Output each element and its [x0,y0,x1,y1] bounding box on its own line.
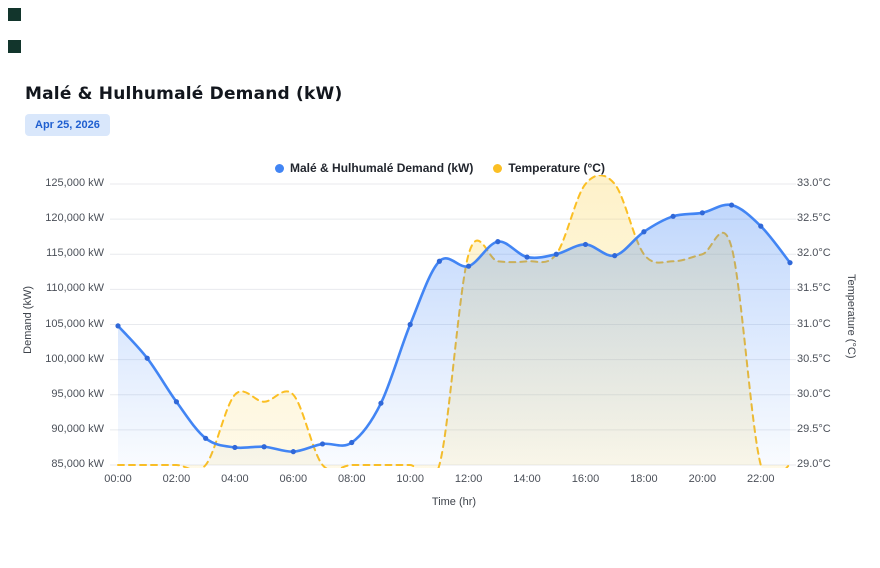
demand-point[interactable] [728,202,735,208]
x-axis-tick-label: 08:00 [337,473,366,485]
demand-point[interactable] [436,258,442,264]
x-axis-tick-label: 14:00 [513,473,541,485]
demand-point[interactable] [495,239,501,245]
demand-point[interactable] [553,251,559,257]
demand-point[interactable] [349,439,355,446]
x-axis-tick-label: 06:00 [279,473,308,485]
x-axis-tick-label: 16:00 [571,473,600,485]
demand-point[interactable] [203,435,209,441]
y-axis-right-tick-label: 31.5°C [797,282,831,295]
demand-point[interactable] [232,444,238,451]
legend-label: Malé & Hulhumalé Demand (kW) [290,161,474,175]
demand-point[interactable] [699,210,705,216]
demand-point[interactable] [758,223,764,229]
y-axis-left-tick-label: 85,000 kW [51,458,104,470]
x-axis-title: Time (hr) [431,496,477,508]
date-badge[interactable]: Apr 25, 2026 [25,114,110,136]
demand-point[interactable] [319,441,326,447]
x-axis-tick-label: 22:00 [747,473,775,485]
demand-point[interactable] [466,263,472,269]
legend-item[interactable]: Malé & Hulhumalé Demand (kW) [275,161,473,175]
demand-area [118,204,790,465]
corner-square-icon [8,40,21,53]
demand-point[interactable] [670,213,676,219]
demand-point[interactable] [612,253,618,259]
demand-point[interactable] [787,260,793,266]
demand-point[interactable] [407,321,413,328]
legend-label: Temperature (°C) [508,161,605,175]
y-axis-left-tick-label: 105,000 kW [45,317,104,330]
demand-point[interactable] [144,355,150,361]
demand-point[interactable] [641,229,647,235]
x-axis-tick-label: 18:00 [630,473,658,485]
y-axis-right-tick-label: 29.0°C [797,458,831,470]
y-axis-right-tick-label: 32.5°C [797,212,831,225]
x-axis-tick-label: 12:00 [454,473,483,485]
y-axis-left-tick-label: 125,000 kW [45,177,104,189]
chart-legend: Malé & Hulhumalé Demand (kW) Temperature … [0,161,880,175]
demand-point[interactable] [378,400,384,406]
y-axis-left-tick-label: 120,000 kW [45,212,104,225]
y-axis-right-tick-label: 31.0°C [797,317,831,330]
legend-dot-icon [493,163,503,173]
legend-dot-icon [275,163,285,173]
chart-title: Malé & Hulhumalé Demand (kW) [25,84,343,104]
y-axis-right-tick-label: 30.5°C [797,352,831,365]
x-axis-tick-label: 10:00 [396,473,424,485]
x-axis-tick-label: 04:00 [221,473,249,485]
demand-point[interactable] [173,399,180,405]
y-axis-right-tick-label: 29.5°C [797,422,831,435]
x-axis-tick-label: 20:00 [688,473,717,485]
y-axis-right-tick-label: 32.0°C [797,247,831,260]
y-axis-left-tick-label: 95,000 kW [51,387,104,400]
demand-point[interactable] [524,254,530,260]
demand-point[interactable] [115,323,121,329]
y-axis-left-tick-label: 115,000 kW [46,247,104,260]
y-axis-title-right: Temperature (°C) [845,274,857,359]
demand-point[interactable] [290,449,296,455]
y-axis-right-tick-label: 30.0°C [797,387,831,400]
corner-square-icon [8,8,21,21]
y-axis-left-tick-label: 100,000 kW [45,352,104,365]
x-axis-tick-label: 02:00 [162,473,191,485]
y-axis-title-left: Demand (kW) [22,286,34,354]
legend-item[interactable]: Temperature (°C) [493,161,605,175]
demand-point[interactable] [582,241,589,248]
demand-point[interactable] [261,444,267,450]
y-axis-left-tick-label: 90,000 kW [51,422,104,435]
y-axis-right-tick-label: 33.0°C [797,177,831,189]
x-axis-tick-label: 00:00 [104,473,132,485]
y-axis-left-tick-label: 110,000 kW [46,282,104,295]
